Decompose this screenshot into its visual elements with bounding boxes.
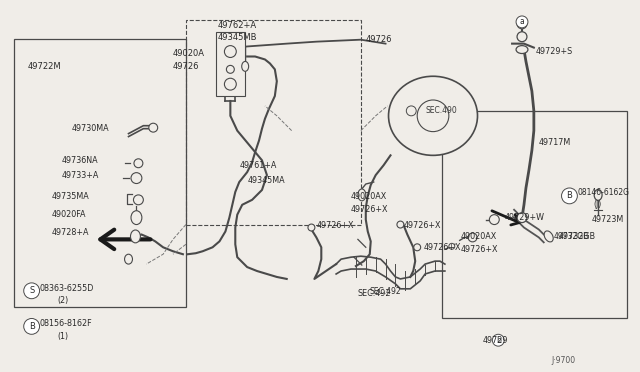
- Text: 49733+A: 49733+A: [61, 171, 99, 180]
- Text: B: B: [29, 322, 35, 331]
- Text: a: a: [520, 17, 524, 26]
- Ellipse shape: [225, 78, 236, 90]
- Ellipse shape: [388, 76, 477, 155]
- Text: 49730MA: 49730MA: [71, 124, 109, 133]
- Text: 49735MA: 49735MA: [51, 192, 89, 201]
- Text: B: B: [566, 191, 572, 201]
- Circle shape: [24, 318, 40, 334]
- Ellipse shape: [517, 213, 527, 222]
- Text: 49020A: 49020A: [173, 49, 205, 58]
- Bar: [442, 111, 627, 318]
- Ellipse shape: [517, 32, 527, 42]
- Ellipse shape: [516, 46, 528, 54]
- Text: 49717M: 49717M: [539, 138, 571, 147]
- Text: 49020FA: 49020FA: [51, 210, 86, 219]
- Ellipse shape: [227, 65, 234, 73]
- Ellipse shape: [406, 106, 416, 116]
- Text: (1): (1): [58, 332, 68, 341]
- Ellipse shape: [134, 195, 143, 205]
- Text: 49728+A: 49728+A: [51, 228, 89, 237]
- Bar: [14, 39, 186, 307]
- Text: 08363-6255D: 08363-6255D: [40, 284, 94, 293]
- Ellipse shape: [242, 61, 248, 71]
- Text: 49732GB: 49732GB: [554, 232, 589, 241]
- Ellipse shape: [544, 231, 553, 242]
- Ellipse shape: [308, 224, 315, 231]
- Text: S: S: [29, 286, 35, 295]
- Circle shape: [561, 188, 577, 204]
- Text: 49726: 49726: [366, 35, 392, 44]
- Text: 49736NA: 49736NA: [61, 156, 98, 165]
- Text: 49345MB: 49345MB: [218, 33, 257, 42]
- Ellipse shape: [468, 233, 477, 242]
- Circle shape: [492, 334, 504, 346]
- Text: (2): (2): [58, 296, 68, 305]
- Text: 49726+X: 49726+X: [351, 205, 388, 214]
- Text: SEC.492: SEC.492: [358, 289, 392, 298]
- Text: 49729+S: 49729+S: [536, 47, 573, 56]
- Ellipse shape: [490, 215, 499, 225]
- Text: 08156-8162F: 08156-8162F: [40, 319, 92, 328]
- Text: J·9700: J·9700: [552, 356, 576, 365]
- Text: 49020AX: 49020AX: [461, 232, 497, 241]
- Ellipse shape: [134, 159, 143, 168]
- Text: 49020AX: 49020AX: [351, 192, 387, 201]
- Ellipse shape: [125, 254, 132, 264]
- Text: 49726: 49726: [173, 62, 200, 71]
- Ellipse shape: [417, 100, 449, 132]
- Bar: [186, 20, 361, 225]
- Ellipse shape: [397, 221, 404, 228]
- Text: 49729: 49729: [483, 336, 508, 345]
- Circle shape: [516, 16, 528, 28]
- Ellipse shape: [131, 230, 140, 243]
- Text: 49729+W: 49729+W: [504, 213, 544, 222]
- Text: 49732GB: 49732GB: [559, 232, 596, 241]
- Ellipse shape: [131, 173, 142, 183]
- Text: SEC.492: SEC.492: [370, 287, 401, 296]
- Text: 08146-6162G: 08146-6162G: [577, 189, 629, 198]
- Ellipse shape: [358, 189, 366, 201]
- Text: 49722M: 49722M: [28, 62, 61, 71]
- Bar: [216, 32, 245, 96]
- Ellipse shape: [225, 46, 236, 58]
- Ellipse shape: [594, 189, 602, 201]
- Ellipse shape: [131, 211, 142, 225]
- Circle shape: [24, 283, 40, 299]
- Circle shape: [517, 19, 527, 29]
- Text: 49726+X: 49726+X: [316, 221, 354, 230]
- Text: 49762+A: 49762+A: [218, 21, 257, 31]
- Text: (J): (J): [593, 200, 602, 209]
- Text: SEC.490: SEC.490: [425, 106, 457, 115]
- Text: b: b: [496, 336, 500, 345]
- Text: 49345MA: 49345MA: [247, 176, 285, 185]
- Ellipse shape: [449, 243, 455, 249]
- Text: 49726+X: 49726+X: [423, 243, 461, 252]
- Text: 49726+X: 49726+X: [403, 221, 441, 230]
- Text: 49761+A: 49761+A: [239, 161, 276, 170]
- Ellipse shape: [148, 123, 157, 132]
- Text: 49723M: 49723M: [591, 215, 623, 224]
- Text: 49726+X: 49726+X: [461, 245, 498, 254]
- Ellipse shape: [413, 244, 420, 251]
